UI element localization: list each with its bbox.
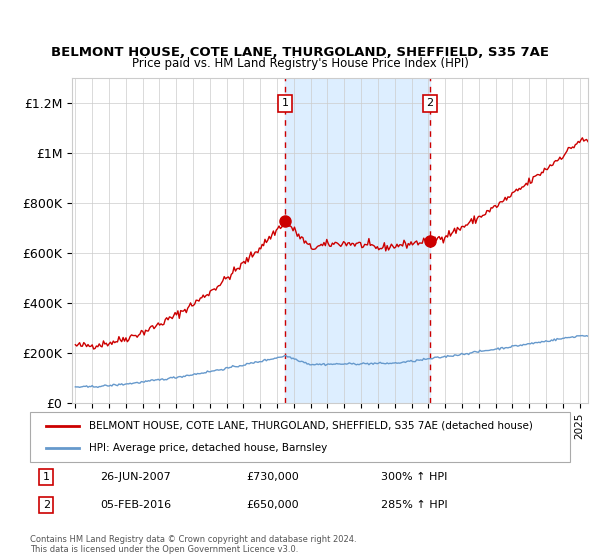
- Text: HPI: Average price, detached house, Barnsley: HPI: Average price, detached house, Barn…: [89, 443, 328, 453]
- Text: 2: 2: [43, 500, 50, 510]
- Text: £650,000: £650,000: [246, 500, 299, 510]
- Text: 285% ↑ HPI: 285% ↑ HPI: [381, 500, 448, 510]
- Text: BELMONT HOUSE, COTE LANE, THURGOLAND, SHEFFIELD, S35 7AE: BELMONT HOUSE, COTE LANE, THURGOLAND, SH…: [51, 46, 549, 59]
- Text: £730,000: £730,000: [246, 472, 299, 482]
- Text: 1: 1: [281, 99, 289, 109]
- Text: 1: 1: [43, 472, 50, 482]
- Text: Contains HM Land Registry data © Crown copyright and database right 2024.
This d: Contains HM Land Registry data © Crown c…: [30, 535, 356, 554]
- Bar: [285, 78, 430, 403]
- Text: BELMONT HOUSE, COTE LANE, THURGOLAND, SHEFFIELD, S35 7AE (detached house): BELMONT HOUSE, COTE LANE, THURGOLAND, SH…: [89, 421, 533, 431]
- Text: 2: 2: [426, 99, 433, 109]
- Text: Price paid vs. HM Land Registry's House Price Index (HPI): Price paid vs. HM Land Registry's House …: [131, 57, 469, 70]
- Text: 26-JUN-2007: 26-JUN-2007: [100, 472, 171, 482]
- Text: 300% ↑ HPI: 300% ↑ HPI: [381, 472, 448, 482]
- Text: 05-FEB-2016: 05-FEB-2016: [100, 500, 172, 510]
- FancyBboxPatch shape: [30, 412, 570, 462]
